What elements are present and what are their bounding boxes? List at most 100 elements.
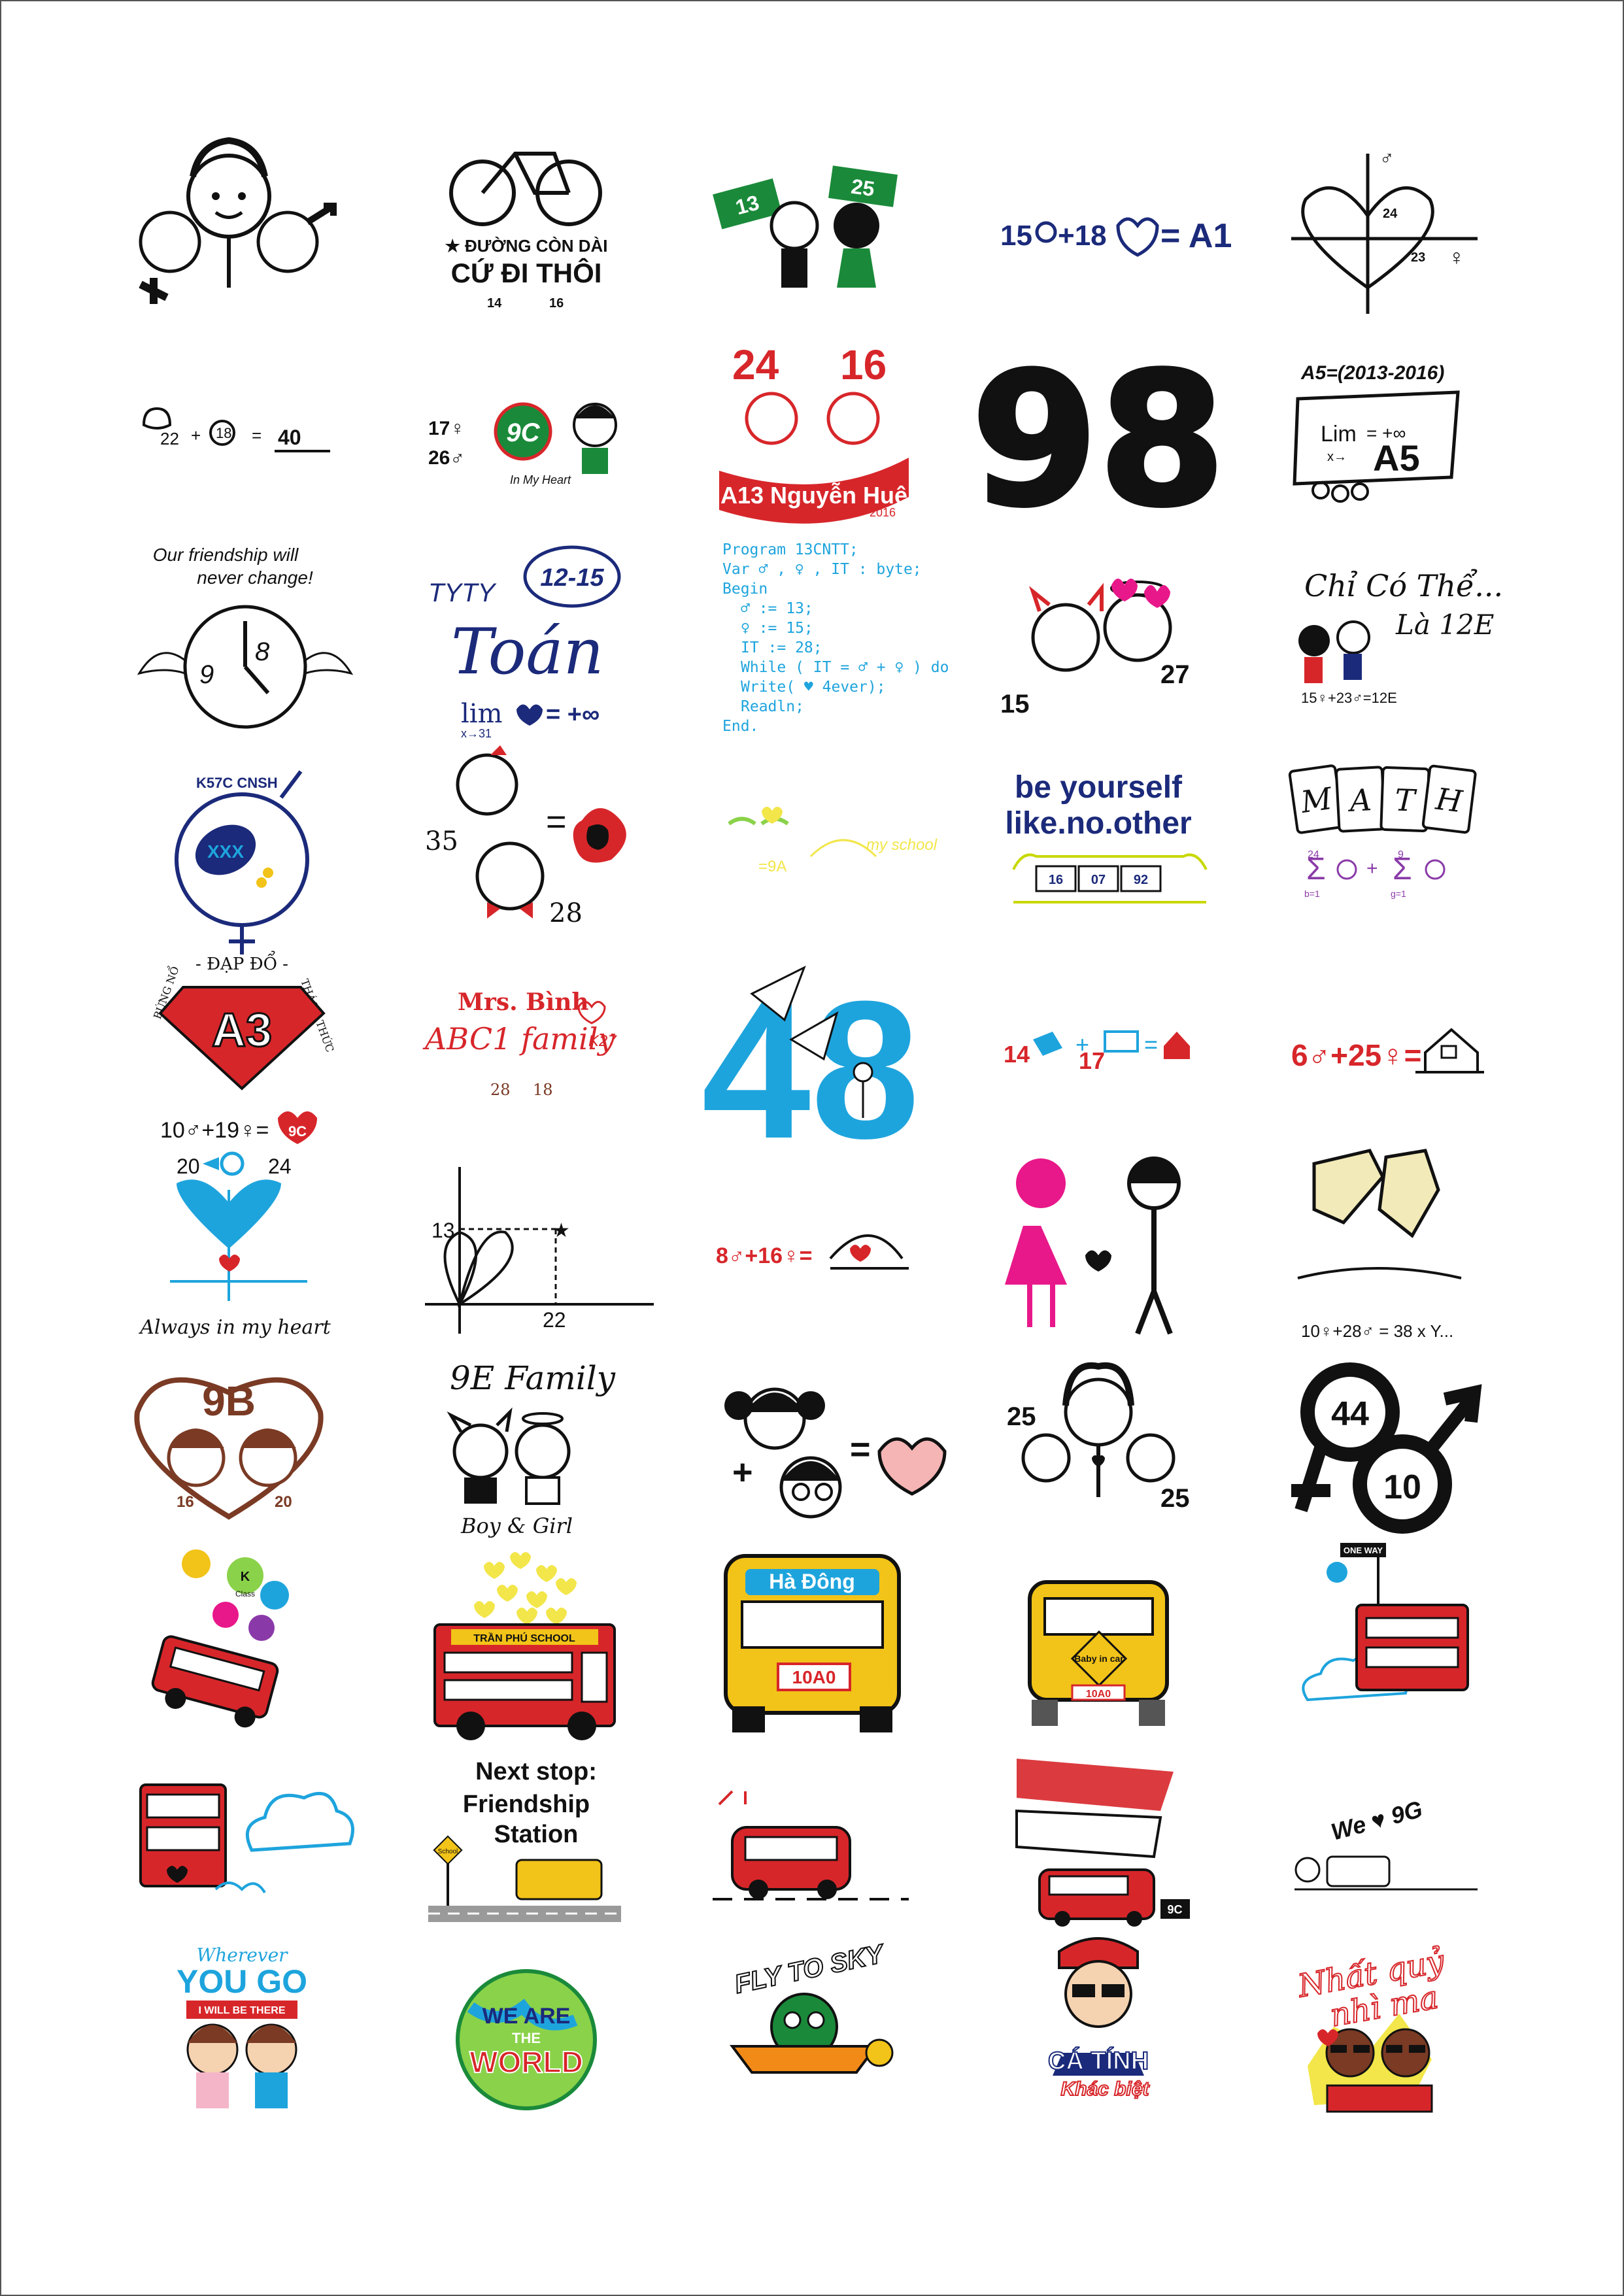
- design-kids-signs: 13 25: [713, 165, 898, 288]
- code-line: Write( ♥ 4ever);: [741, 679, 886, 696]
- design-be-yourself: be yourself like.no.other 16 07 92: [1005, 770, 1208, 903]
- monkey-eq: =: [546, 802, 567, 841]
- heart-axis-top: ♂: [1379, 148, 1395, 169]
- ca-tinh-line2: Khác biệt: [1060, 2078, 1150, 2100]
- clock-n1: 9: [199, 660, 214, 689]
- kids-trio-n1: 25: [1007, 1402, 1036, 1431]
- yellow-heart-icon: [536, 1565, 557, 1582]
- bicycle-n1: 14: [487, 296, 502, 311]
- next-stop-line3: Station: [494, 1821, 579, 1848]
- math-s2b: g=1: [1391, 888, 1406, 899]
- toan-sub: x→31: [461, 727, 492, 740]
- be-yourself-d1: 16: [1049, 873, 1063, 887]
- math-s1: 24: [1308, 849, 1319, 860]
- svg-text:=: =: [252, 426, 262, 445]
- design-always-in-my-heart: 10♂+19♀= 9C 20 24 Always in my heart: [138, 1111, 331, 1339]
- design-jersey-98: 98: [969, 332, 1228, 549]
- abc1-line1: Mrs. Bình: [458, 988, 589, 1016]
- yellow-heart-icon: [516, 1608, 537, 1625]
- design-bicycle-road: ★ ĐƯỜNG CÒN DÀI CỨ ĐI THÔI 14 16: [445, 152, 608, 311]
- monkey-n1: 35: [425, 826, 458, 856]
- heart-graph-y: 13: [431, 1219, 455, 1242]
- code-line: While ( IT = ♂ + ♀ ) do: [741, 659, 949, 676]
- design-kids-couple: [139, 137, 337, 304]
- code-line: Var ♂ , ♀ , IT : byte;: [722, 561, 922, 578]
- one-way-sign: ONE WAY: [1344, 1545, 1383, 1555]
- design-9b-heart: 9B 16 20: [134, 1377, 324, 1520]
- devil-angel-n1: 15: [1000, 690, 1030, 718]
- a5-eq: = +∞: [1366, 423, 1406, 443]
- baby-in-car-sign: Baby in car: [1074, 1653, 1124, 1664]
- yellow-heart-icon: [474, 1601, 495, 1618]
- my-school-tag: my school: [866, 836, 938, 854]
- a13-banner: A13 Nguyễn Huệ: [720, 482, 907, 509]
- math-plus: +: [1366, 858, 1378, 879]
- code-line: ♂ := 13;: [741, 600, 813, 617]
- design-9e-family: 9E Family Boy & Girl: [447, 1359, 616, 1538]
- ha-dong-plate: 10A0: [792, 1667, 836, 1687]
- playing-card: T: [1379, 766, 1430, 832]
- design-a5-limit: A5=(2013-2016) Lim = +∞ x→ A5: [1293, 362, 1460, 503]
- playing-card-letter: M: [1298, 781, 1335, 820]
- k57c-arc: K57C CNSH: [196, 775, 278, 791]
- house-sum-eq: =: [1144, 1031, 1158, 1058]
- next-stop-line1: Next stop:: [475, 1758, 597, 1785]
- abc1-n1: 28: [490, 1081, 511, 1099]
- be-yourself-d3: 92: [1134, 873, 1148, 887]
- design-pascal-code: Program 13CNTT; Var ♂ , ♀ , IT : byte; Beg…: [722, 541, 949, 735]
- always-eq1: 10♂+19♀=: [160, 1118, 269, 1143]
- monkey-n2: 28: [549, 898, 583, 928]
- toan-tag: TYTY: [428, 579, 498, 607]
- 9a2-caption: 10♀+28♂ = 38 x Y...: [1301, 1321, 1453, 1341]
- playing-card-letter: H: [1433, 781, 1464, 820]
- design-ca-tinh: CÁ TÍNH Khác biệt: [1047, 1937, 1151, 2101]
- a3-center: A3: [212, 1004, 272, 1056]
- playing-card: A: [1334, 766, 1387, 833]
- world-line2: THE: [512, 2030, 541, 2046]
- always-caption: Always in my heart: [138, 1316, 331, 1339]
- design-ha-dong-bus: Hà Đông 10A0: [724, 1554, 901, 1732]
- k57c-center: XXX: [207, 841, 244, 862]
- design-one-way-bus: ONE WAY: [1302, 1543, 1469, 1702]
- design-stick-couple: [1005, 1156, 1181, 1335]
- design-kids-trio: 25 25: [1007, 1362, 1190, 1513]
- yellow-heart-icon: [510, 1552, 531, 1569]
- 8-16-eq: 8♂+16♀=: [716, 1243, 812, 1268]
- yellow-heart-icon: [556, 1578, 577, 1595]
- design-a3-shield: - ĐẠP ĐỔ - BỨNG NỔ THÁCH THỨC A3: [148, 951, 337, 1090]
- eq-a1-c: = A1: [1160, 217, 1232, 255]
- a5-lim: Lim: [1321, 422, 1357, 447]
- 9c-badge-label: 9C: [506, 418, 540, 447]
- design-my-school: my school =9A: [728, 807, 938, 875]
- be-yourself-line1: be yourself: [1015, 770, 1183, 805]
- chi-co-the-eq: 15♀+23♂=12E: [1301, 690, 1397, 706]
- 44-10-n2: 10: [1383, 1468, 1421, 1506]
- design-you-go: Wherever YOU GO I WILL BE THERE: [177, 1944, 307, 2108]
- a5-big: A5: [1373, 437, 1420, 479]
- ha-dong-sign: Hà Đông: [769, 1570, 855, 1593]
- design-k57c-cnsh: XXX K57C CNSH: [175, 770, 309, 954]
- kite-number: 48: [702, 960, 920, 1179]
- sum40-b: 18: [216, 425, 231, 441]
- you-go-top: Wherever: [196, 1944, 288, 1966]
- clock-line2: never change!: [197, 567, 313, 588]
- abc1-line2: ABC1 family: [422, 1021, 615, 1056]
- design-nhat-quy: Nhất quỷ nhì ma: [1294, 1942, 1448, 2113]
- 9b-label: 9B: [202, 1377, 256, 1425]
- a5-title: A5=(2013-2016): [1300, 362, 1444, 384]
- sum40-c: 40: [278, 426, 301, 449]
- be-yourself-d2: 07: [1091, 873, 1106, 887]
- you-go-banner: I WILL BE THERE: [198, 2005, 285, 2016]
- next-stop-line2: Friendship: [463, 1791, 590, 1818]
- design-house-sum: 14 + 17 =: [1004, 1030, 1190, 1074]
- next-stop-sign: School: [438, 1848, 458, 1855]
- 9b-n2: 20: [275, 1493, 292, 1511]
- design-tran-phu-bus: TRẦN PHÚ SCHOOL: [433, 1552, 616, 1740]
- playing-card-letter: A: [1346, 782, 1372, 819]
- bicycle-line2: CỨ ĐI THÔI: [451, 257, 602, 288]
- svg-text:+: +: [191, 426, 201, 445]
- kids-eq-eq: =: [850, 1430, 871, 1469]
- 9c-n2: 26♂: [428, 447, 465, 469]
- playing-card-letter: T: [1395, 782, 1418, 818]
- 44-10-n1: 44: [1331, 1395, 1369, 1433]
